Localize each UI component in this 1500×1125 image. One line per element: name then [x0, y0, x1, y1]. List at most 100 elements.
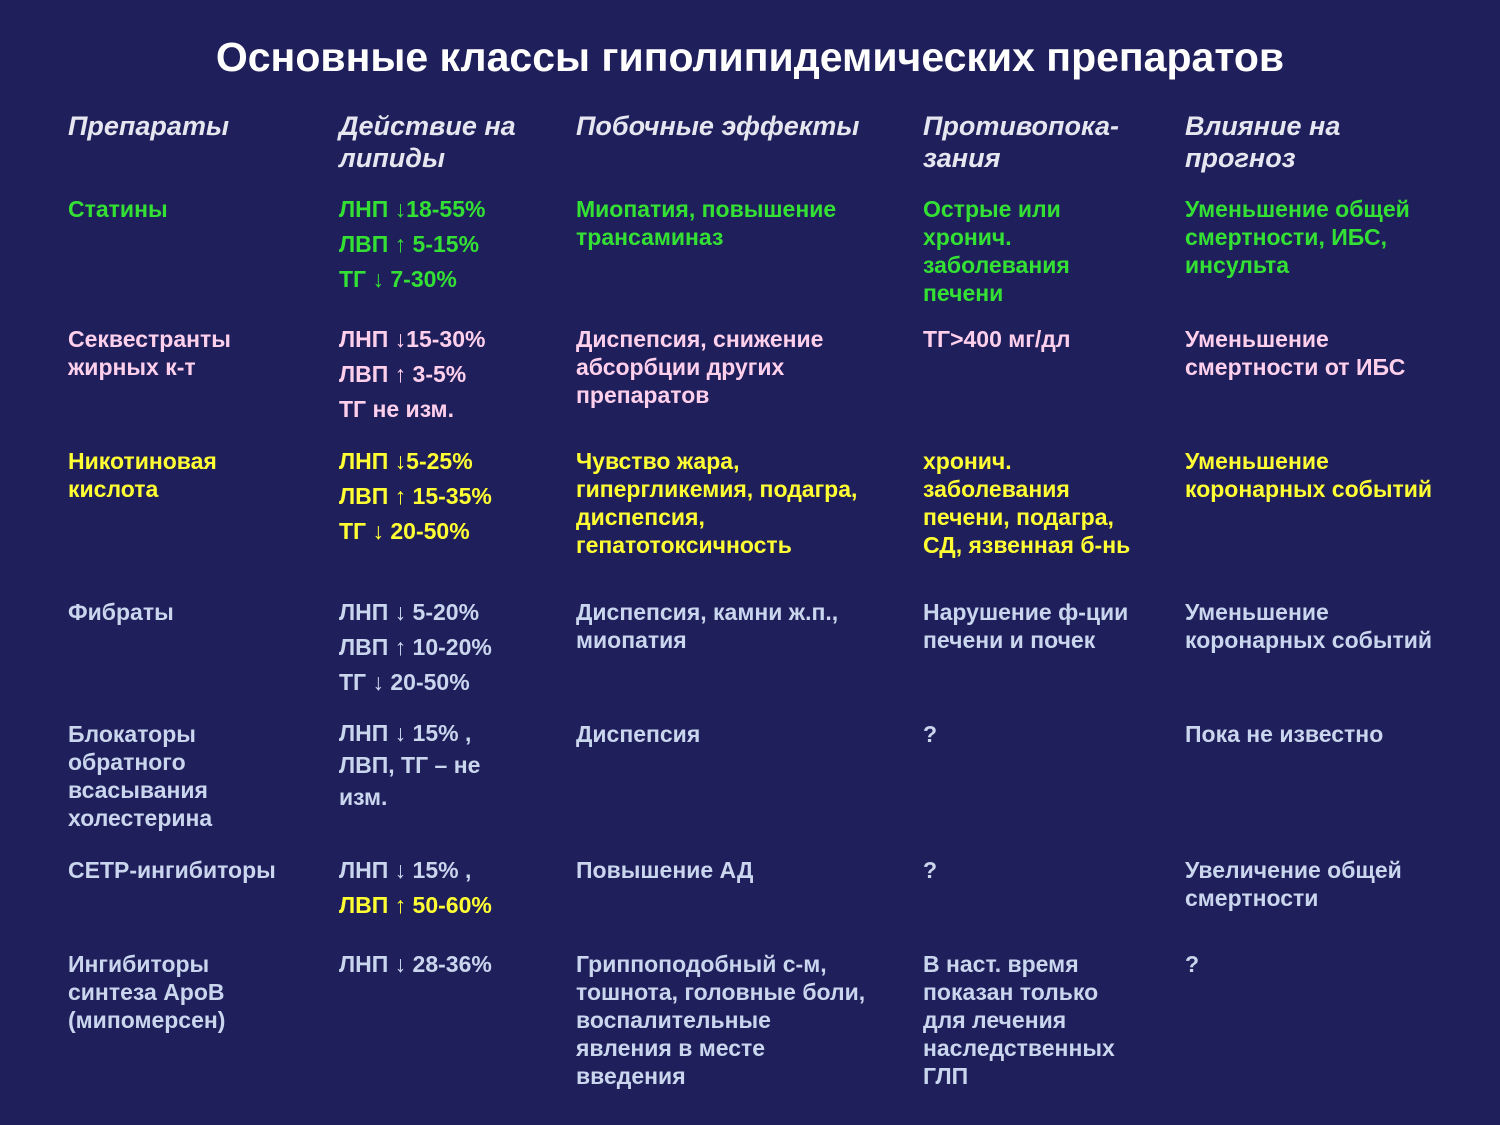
cell-line: показан только — [923, 979, 1099, 1005]
cell-line: холестерина — [68, 805, 213, 831]
table-cell: Повышение АД — [576, 856, 753, 884]
table-cell: Миопатия, повышение трансаминаз — [576, 195, 836, 251]
table-cell: ЛНП ↓18-55% ЛВП ↑ 5-15% ТГ ↓ 7-30% — [339, 192, 485, 297]
cell-line: воспалительные — [576, 1007, 771, 1033]
table-cell: ЛНП ↓ 15% , ЛВП ↑ 50-60% — [339, 853, 492, 923]
cell-line: кислота — [68, 476, 159, 502]
cell-line: Фибраты — [68, 599, 174, 625]
cell-line: Диспепсия — [576, 721, 701, 747]
cell-line: наследственных — [923, 1035, 1115, 1061]
cell-line: СД, язвенная б-нь — [923, 532, 1131, 558]
cell-line: коронарных событий — [1185, 627, 1433, 653]
cell-line: (мипомерсен) — [68, 1007, 226, 1033]
cell-line: диспепсия, — [576, 504, 705, 530]
cell-line: смертности, ИБС, — [1185, 224, 1387, 250]
table-cell: Диспепсия, камни ж.п., миопатия — [576, 598, 838, 654]
column-header: Действие на липиды — [339, 110, 516, 174]
table-cell: ЛНП ↓15-30% ЛВП ↑ 3-5% ТГ не изм. — [339, 322, 485, 427]
cell-line: коронарных событий — [1185, 476, 1433, 502]
cell-line: Повышение АД — [576, 857, 754, 883]
cell-line: ЛНП ↓ 28-36% — [339, 951, 492, 977]
cell-line: Чувство жара, — [576, 448, 740, 474]
cell-line: заболевания — [923, 476, 1070, 502]
table-cell: ЛНП ↓5-25% ЛВП ↑ 15-35% ТГ ↓ 20-50% — [339, 444, 492, 549]
cell-line: трансаминаз — [576, 224, 724, 250]
cell-line: препаратов — [576, 382, 710, 408]
cell-line: Диспепсия, камни ж.п., — [576, 599, 839, 625]
cell-line: Ингибиторы — [68, 951, 210, 977]
column-header: Противопока-зания — [923, 110, 1119, 174]
cell-line: синтеза АроВ — [68, 979, 225, 1005]
cell-line: Уменьшение — [1185, 448, 1329, 474]
table-cell: Гриппоподобный с-м, тошнота, головные бол… — [576, 950, 865, 1090]
table-cell: хронич. заболевания печени, подагра, СД, яз… — [923, 447, 1130, 559]
cell-line: для лечения — [923, 1007, 1067, 1033]
cell-line: ЛНП ↓5-25% — [339, 448, 473, 474]
table-cell: Уменьшение общей смертности, ИБС, инсульта — [1185, 195, 1410, 279]
table-cell: CETP-ингибиторы — [68, 856, 276, 884]
table-cell: Блокаторы обратного всасывания холестерина — [68, 720, 212, 832]
cell-line: абсорбции других — [576, 354, 785, 380]
cell-line: CETP-ингибиторы — [68, 857, 276, 883]
cell-line: Противопока- — [923, 111, 1120, 141]
table-cell: ? — [923, 720, 937, 748]
cell-line: всасывания — [68, 777, 208, 803]
cell-line: В наст. время — [923, 951, 1079, 977]
cell-line: тошнота, головные боли, — [576, 979, 866, 1005]
cell-line: ЛНП ↓ 5-20% — [339, 599, 480, 625]
cell-line: Уменьшение — [1185, 599, 1329, 625]
column-header: Препараты — [68, 110, 229, 142]
cell-line: ЛНП ↓ 15% , — [339, 857, 472, 883]
cell-line: введения — [576, 1063, 686, 1089]
cell-line: жирных к-т — [68, 354, 196, 380]
cell-line: гепатотоксичность — [576, 532, 792, 558]
cell-line: смертности — [1185, 885, 1319, 911]
cell-line: Препараты — [68, 111, 230, 141]
cell-line: зания — [923, 143, 1001, 173]
cell-line: Статины — [68, 196, 168, 222]
cell-line: хронич. — [923, 448, 1012, 474]
cell-line: печени, подагра, — [923, 504, 1114, 530]
cell-line: ТГ ↓ 20-50% — [339, 518, 470, 544]
slide-title: Основные классы гиполипидемических препа… — [215, 34, 1285, 80]
table-cell: ? — [1185, 950, 1199, 978]
cell-line: инсульта — [1185, 252, 1290, 278]
cell-line: Уменьшение общей — [1185, 196, 1410, 222]
cell-line: ? — [923, 721, 938, 747]
cell-line: явления в месте — [576, 1035, 766, 1061]
cell-line: ? — [923, 857, 938, 883]
table-cell: В наст. время показан только для лечения на… — [923, 950, 1115, 1090]
cell-line: липиды — [339, 143, 446, 173]
cell-line: заболевания — [923, 252, 1070, 278]
cell-line: обратного — [68, 749, 186, 775]
cell-line: ТГ>400 мг/дл — [923, 326, 1071, 352]
cell-line: ТГ ↓ 20-50% — [339, 669, 470, 695]
table-cell: Диспепсия, снижение абсорбции других препа… — [576, 325, 823, 409]
cell-line: печени и почек — [923, 627, 1096, 653]
cell-line: Гриппоподобный с-м, — [576, 951, 827, 977]
table-cell: ? — [923, 856, 937, 884]
cell-line: Пока не известно — [1185, 721, 1384, 747]
cell-line: Острые или — [923, 196, 1061, 222]
cell-line: ЛНП ↓15-30% — [339, 326, 486, 352]
cell-line: печени — [923, 280, 1004, 306]
table-cell: ЛНП ↓ 15% , ЛВП, ТГ – не изм. — [339, 717, 480, 813]
table-cell: Увеличение общей смертности — [1185, 856, 1402, 912]
table-cell: ТГ>400 мг/дл — [923, 325, 1070, 353]
cell-line: Влияние на — [1185, 111, 1341, 141]
cell-line: Секвестранты — [68, 326, 231, 352]
column-header: Влияние на прогноз — [1185, 110, 1340, 174]
table-cell: Секвестранты жирных к-т — [68, 325, 231, 381]
cell-line: изм. — [339, 784, 388, 810]
cell-line: Блокаторы — [68, 721, 196, 747]
table-cell: Уменьшение коронарных событий — [1185, 447, 1432, 503]
cell-line: ЛВП ↑ 3-5% — [339, 361, 467, 387]
table-cell: ЛНП ↓ 5-20% ЛВП ↑ 10-20% ТГ ↓ 20-50% — [339, 595, 492, 700]
cell-line: Побочные эффекты — [576, 111, 860, 141]
cell-line: ТГ не изм. — [339, 396, 454, 422]
table-cell: Диспепсия — [576, 720, 700, 748]
cell-line: миопатия — [576, 627, 687, 653]
cell-line: ГЛП — [923, 1063, 969, 1089]
cell-line: ЛВП ↑ 50-60% — [339, 892, 492, 918]
